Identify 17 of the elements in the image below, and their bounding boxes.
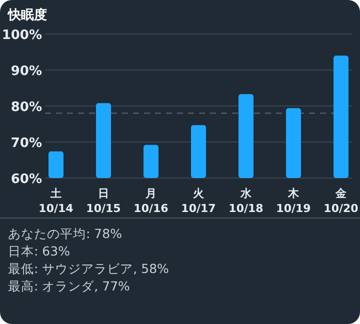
x-tick-label: 水 10/18 bbox=[228, 187, 264, 215]
chart-title: 快眠度 bbox=[7, 7, 47, 23]
y-tick-label: 80% bbox=[10, 100, 42, 115]
y-tick-label: 70% bbox=[10, 136, 42, 151]
text: 最低: サウジアラビア, 58% bbox=[8, 261, 170, 276]
text: あなたの平均: 78% bbox=[8, 226, 122, 241]
x-tick-label: 土 10/14 bbox=[38, 187, 74, 215]
x-tick-label: 日 10/15 bbox=[86, 187, 121, 215]
y-tick-label: 90% bbox=[10, 64, 42, 79]
x-tick-label: 木 10/19 bbox=[276, 187, 311, 215]
x-tick-label: 火 10/17 bbox=[181, 187, 216, 215]
text: 日本: 63% bbox=[8, 244, 70, 258]
y-tick-label: 60% bbox=[10, 172, 42, 187]
text: 最高: オランダ, 77% bbox=[8, 278, 130, 294]
y-tick-label: 100% bbox=[2, 28, 42, 43]
x-tick-label: 月 10/16 bbox=[134, 187, 169, 215]
x-tick-label: 金 10/20 bbox=[324, 187, 359, 215]
